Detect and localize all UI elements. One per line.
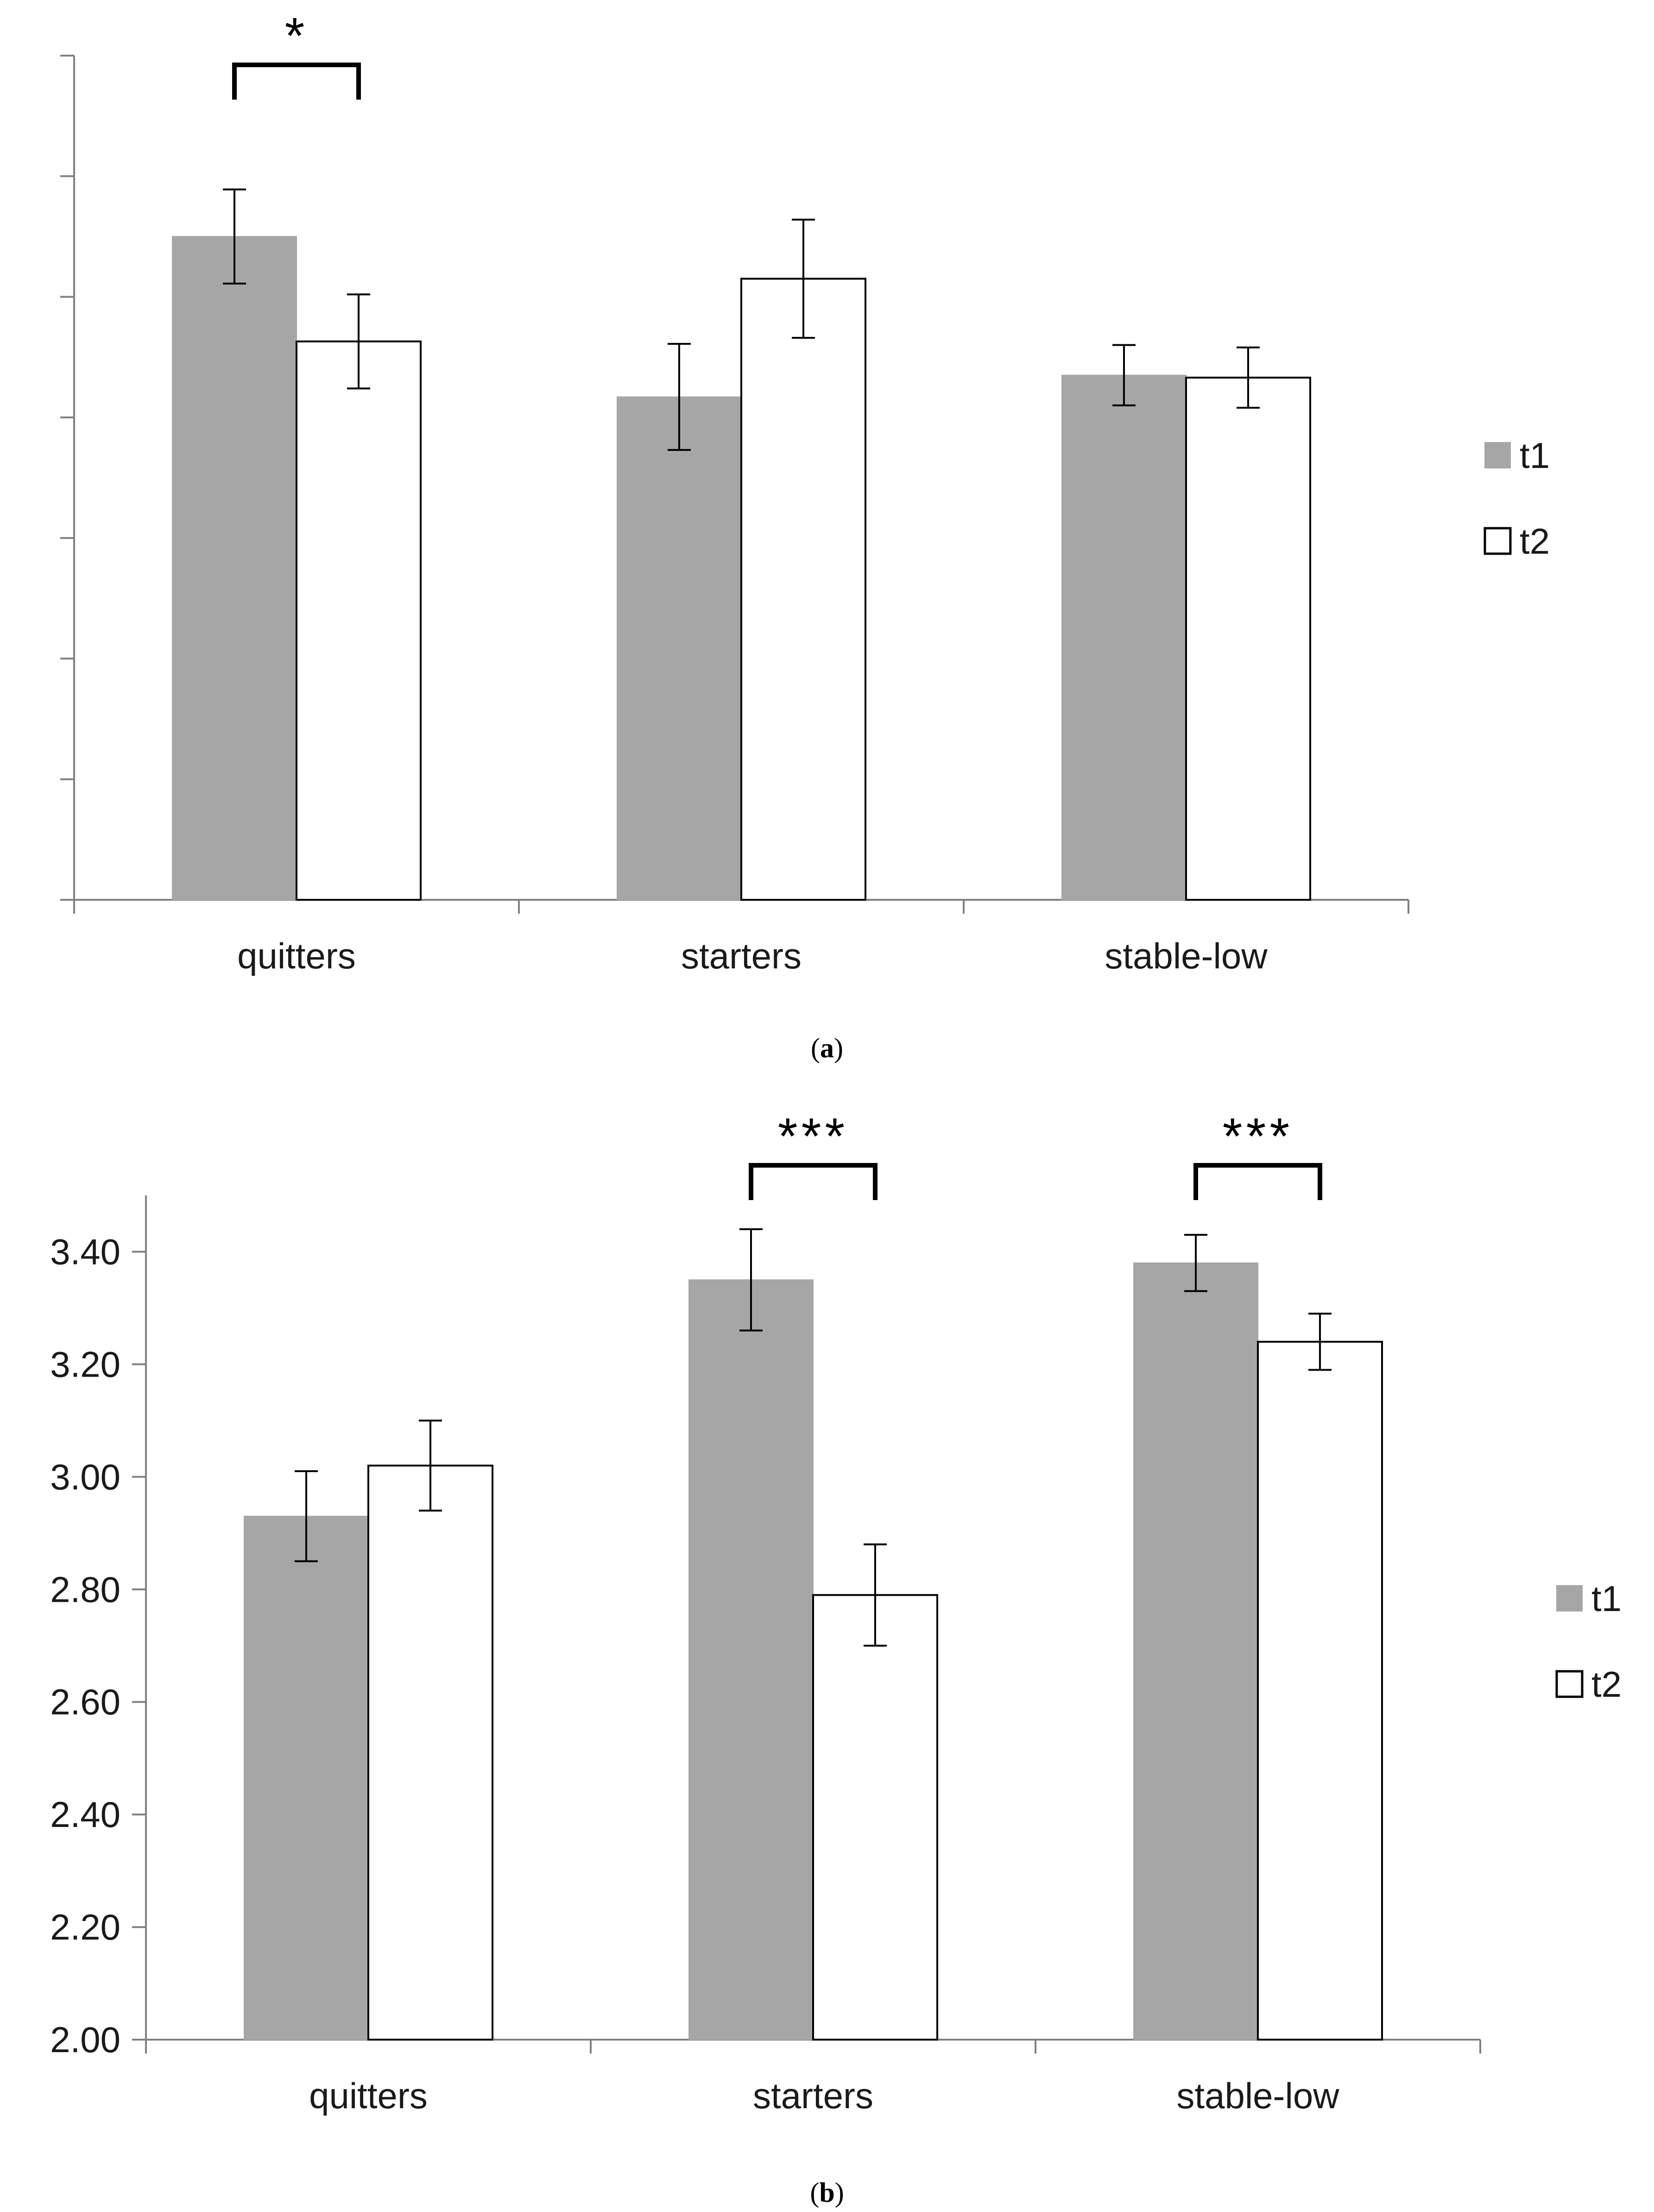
panel-b-caption: (b) (810, 2177, 844, 2208)
category-label-starters: starters (681, 935, 802, 976)
significance-bracket (1193, 1163, 1322, 1200)
y-tick-label: 2.80 (50, 1569, 120, 1610)
bar-t1-starters (688, 1279, 814, 2040)
legend-swatch-t1 (1484, 442, 1511, 468)
bar-t2-quitters (296, 340, 422, 901)
bar-t2-quitters (367, 1465, 493, 2041)
y-tick-label: 2.20 (50, 1907, 120, 1947)
legend-swatch-t2 (1484, 527, 1512, 555)
y-tick-label: 2.00 (50, 2019, 120, 2060)
bar-t2-starters (812, 1594, 938, 2041)
panel-b-caption-letter: b (819, 2177, 834, 2208)
legend-label-t1: t1 (1520, 435, 1550, 476)
y-tick-label: 3.40 (50, 1231, 120, 1272)
bar-t1-quitters (172, 236, 297, 900)
bar-t2-starters (740, 278, 866, 901)
legend-label-t1: t1 (1591, 1578, 1622, 1619)
significance-bracket (232, 63, 361, 100)
category-label-stable-low: stable-low (1176, 2075, 1339, 2116)
bar-t1-quitters (244, 1516, 369, 2041)
y-tick-label: 2.40 (50, 1794, 120, 1835)
legend-swatch-t2 (1555, 1670, 1584, 1698)
bar-t2-stable-low (1257, 1340, 1383, 2041)
legend-label-t2: t2 (1591, 1664, 1622, 1705)
significance-label: *** (1223, 1108, 1293, 1165)
category-label-starters: starters (753, 2075, 873, 2116)
bar-t1-starters (617, 396, 742, 901)
bar-t2-stable-low (1185, 376, 1311, 901)
panel-a-caption-letter: a (820, 1033, 834, 1063)
panel-a-chart: quitters starters stable-low * t1 t2 (60, 7, 1550, 976)
bar-t1-stable-low (1133, 1262, 1258, 2040)
panel-b-chart: 2.00 2.20 2.40 2.60 2.80 3.00 3.20 3.40 quitters… (50, 1108, 1622, 2116)
y-tick-label: 2.60 (50, 1681, 120, 1722)
legend-label-t2: t2 (1520, 521, 1550, 562)
category-label-stable-low: stable-low (1105, 935, 1268, 976)
significance-label: * (285, 7, 309, 64)
panel-a-caption: (a) (811, 1033, 843, 1063)
legend-swatch-t1 (1556, 1585, 1583, 1612)
significance-label: *** (778, 1108, 848, 1165)
significance-bracket (749, 1163, 878, 1200)
bar-t1-stable-low (1061, 374, 1187, 900)
y-tick-label: 3.00 (50, 1456, 120, 1497)
category-label-quitters: quitters (309, 2075, 428, 2116)
category-label-quitters: quitters (237, 935, 356, 976)
y-tick-label: 3.20 (50, 1344, 120, 1384)
